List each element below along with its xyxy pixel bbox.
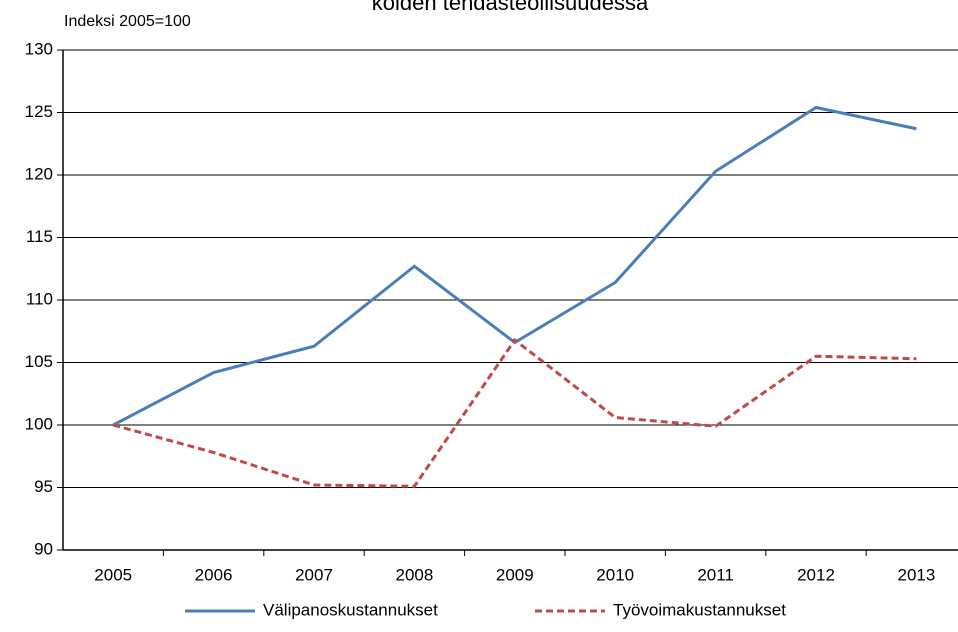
y-tick-label: 120 xyxy=(25,164,53,183)
x-tick-label: 2008 xyxy=(395,565,433,584)
y-axis-label: Indeksi 2005=100 xyxy=(64,13,191,30)
series-line xyxy=(112,105,917,427)
legend-label: Välipanoskustannukset xyxy=(263,600,438,619)
y-tick-label: 125 xyxy=(25,102,53,121)
y-tick-label: 110 xyxy=(26,289,53,308)
x-tick-label: 2013 xyxy=(897,565,935,584)
x-tick-label: 2005 xyxy=(94,565,132,584)
series-line xyxy=(112,337,917,488)
x-tick-label: 2007 xyxy=(295,565,333,584)
x-tick-label: 2012 xyxy=(797,565,835,584)
y-tick-label: 130 xyxy=(25,39,53,58)
y-tick-label: 115 xyxy=(26,227,53,246)
chart-title: koiden tehdasteollisuudessa xyxy=(372,0,649,15)
legend-label: Työvoimakustannukset xyxy=(613,600,786,619)
x-tick-label: 2011 xyxy=(697,565,734,584)
y-tick-label: 105 xyxy=(25,352,53,371)
x-tick-label: 2006 xyxy=(195,565,233,584)
y-tick-label: 90 xyxy=(34,539,53,558)
x-tick-label: 2009 xyxy=(496,565,534,584)
y-tick-label: 95 xyxy=(34,477,53,496)
y-tick-label: 100 xyxy=(25,414,53,433)
x-tick-label: 2010 xyxy=(596,565,634,584)
